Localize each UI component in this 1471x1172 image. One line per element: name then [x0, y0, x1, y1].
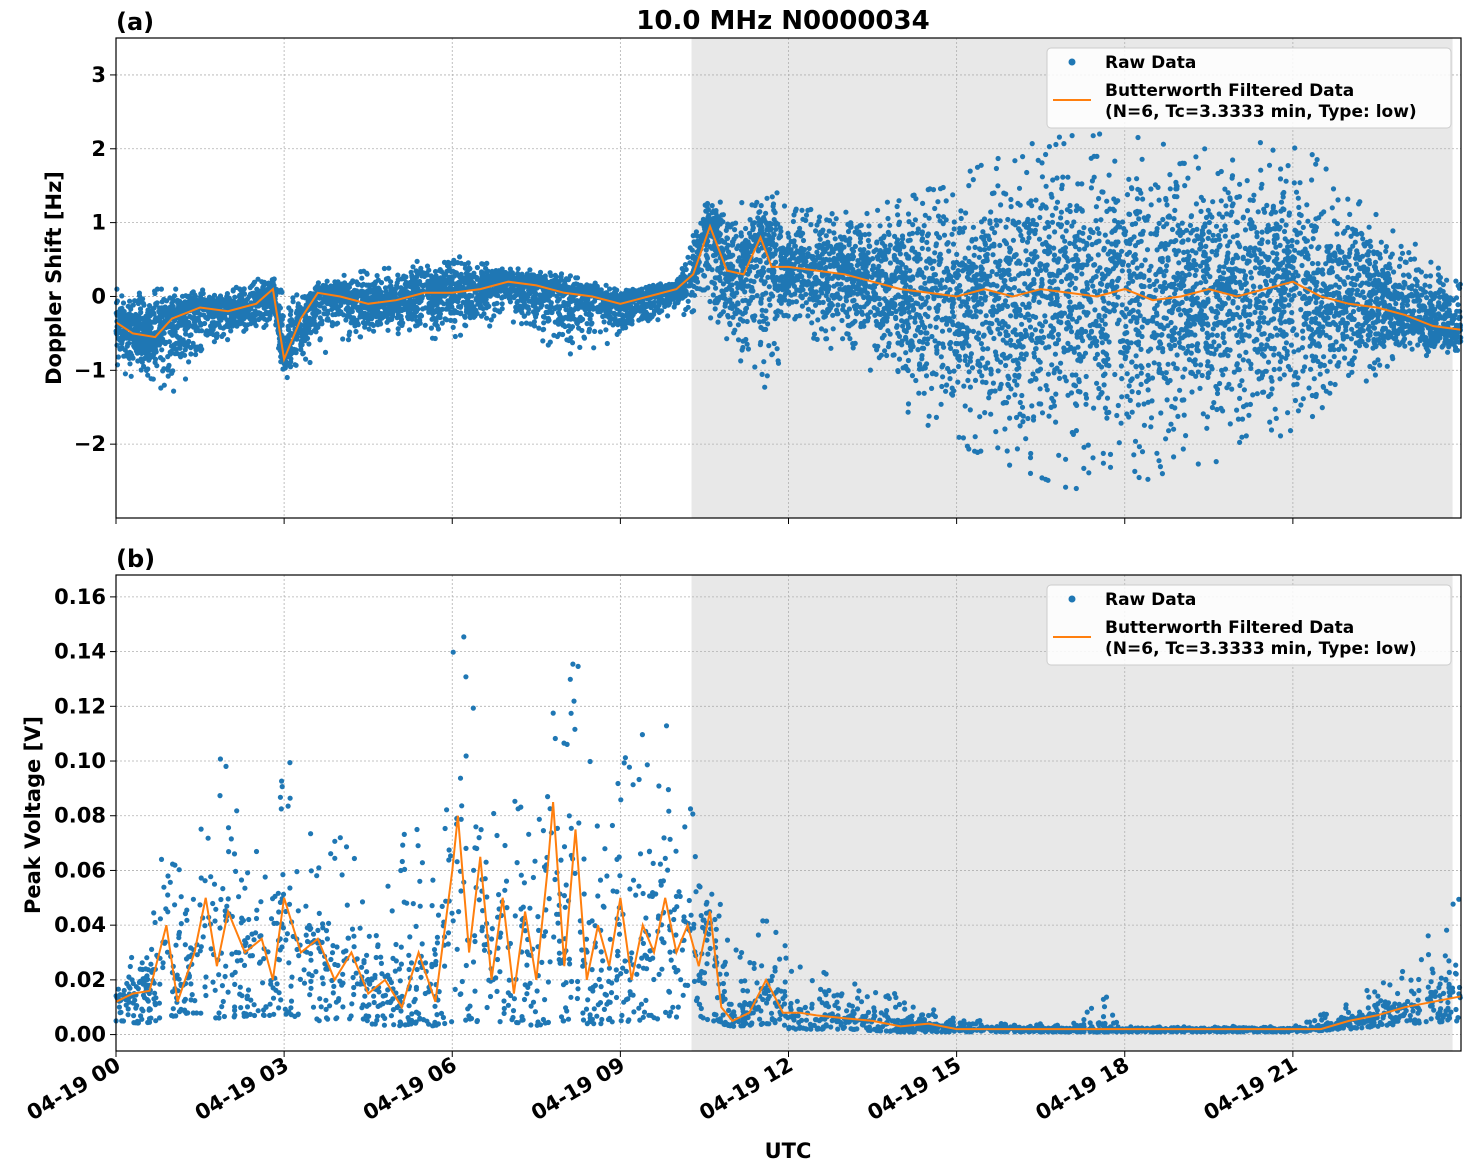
x-axis-label: UTC: [765, 1139, 812, 1163]
x-axis-ticks: 04-19 00 04-19 03 04-19 06 04-19 09 04-19 12…: [23, 1051, 1302, 1126]
y-tick-label: 2: [91, 137, 106, 161]
x-tick-label: 04-19 09: [527, 1053, 629, 1126]
y-tick-label: 0.08: [54, 804, 106, 828]
legend-marker-raw-data: [1068, 595, 1076, 603]
y-tick-label: 0.04: [54, 913, 106, 937]
y-axis-ticks: 0.00 0.02 0.04 0.06 0.08 0.10 0.12 0.14 0.16: [54, 585, 116, 1047]
legend-label-filtered-data: Butterworth Filtered Data (N=6, Tc=3.333…: [1105, 81, 1417, 122]
y-tick-label: 0: [91, 284, 106, 308]
y-tick-label: −1: [74, 358, 106, 382]
y-tick-label: 0.16: [54, 585, 106, 609]
panel-b-peak-voltage: 0.00 0.02 0.04 0.06 0.08 0.10 0.12 0.14 0.16 04-…: [21, 545, 1463, 1163]
y-axis-ticks: −2 −1 0 1 2 3: [74, 63, 116, 456]
y-tick-label: −2: [74, 432, 106, 456]
y-tick-label: 0.06: [54, 858, 106, 882]
legend-label-raw-data: Raw Data: [1105, 53, 1196, 73]
y-tick-label: 0.12: [54, 694, 106, 718]
y-tick-label: 0.00: [54, 1023, 106, 1047]
panel-label: (b): [116, 545, 155, 573]
filtered-data-series: [115, 223, 1462, 363]
x-axis-ticks: [115, 518, 1294, 524]
x-tick-label: 04-19 18: [1031, 1053, 1133, 1126]
y-tick-label: 0.10: [54, 749, 106, 773]
legend-box: [1046, 584, 1452, 666]
y-tick-label: 0.14: [54, 640, 106, 664]
x-tick-label: 04-19 21: [1200, 1053, 1302, 1126]
y-tick-label: 3: [91, 63, 106, 87]
legend: Raw Data Butterworth Filtered Data (N=6,…: [1046, 584, 1452, 666]
legend-label-filtered-data: Butterworth Filtered Data (N=6, Tc=3.333…: [1105, 618, 1417, 659]
x-tick-label: 04-19 12: [695, 1053, 797, 1126]
filtered-data-series: [115, 802, 1462, 1031]
y-axis-label: Doppler Shift [Hz]: [42, 171, 66, 385]
x-tick-label: 04-19 00: [23, 1053, 125, 1126]
legend: Raw Data Butterworth Filtered Data (N=6,…: [1046, 47, 1452, 129]
chart-title: 10.0 MHz N0000034: [636, 6, 929, 36]
panel-a-doppler-shift: −2 −1 0 1 2 3 (a) 10.0 MHz N0000034 Doppler S…: [42, 6, 1464, 524]
panel-label: (a): [116, 8, 154, 36]
legend-box: [1046, 47, 1452, 129]
legend-label-raw-data: Raw Data: [1105, 590, 1196, 610]
y-axis-label: Peak Voltage [V]: [21, 716, 45, 914]
y-tick-label: 1: [91, 211, 106, 235]
x-tick-label: 04-19 15: [863, 1053, 965, 1126]
y-tick-label: 0.02: [54, 968, 106, 992]
legend-marker-raw-data: [1068, 58, 1076, 66]
x-tick-label: 04-19 03: [191, 1053, 293, 1126]
x-tick-label: 04-19 06: [359, 1053, 461, 1126]
